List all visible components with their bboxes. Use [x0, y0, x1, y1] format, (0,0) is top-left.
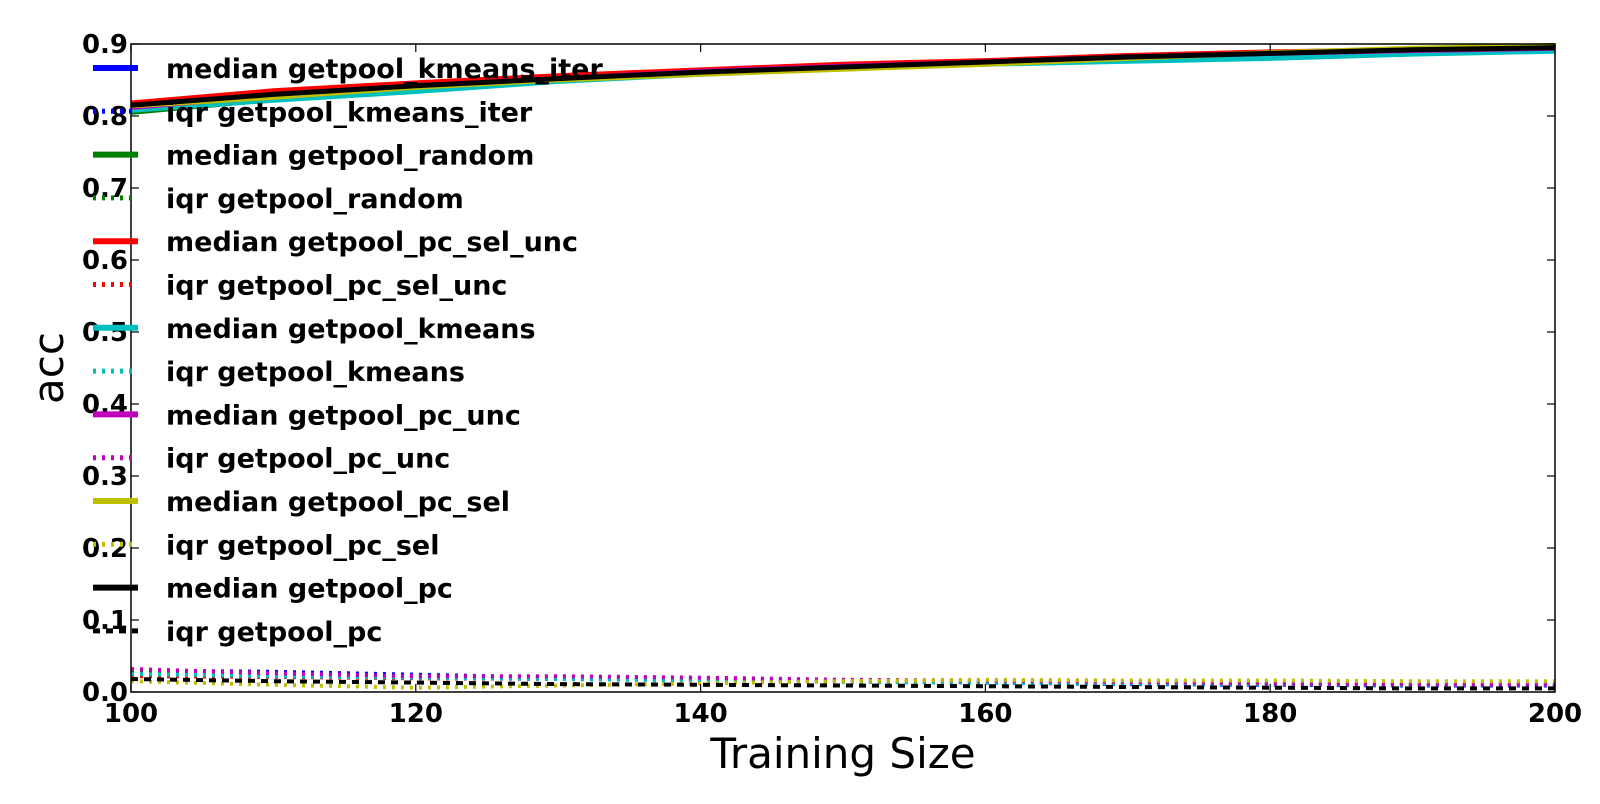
legend-item-median-getpool-kmeans-iter: median getpool_kmeans_iter	[93, 54, 603, 85]
legend-label: median getpool_pc_unc	[166, 400, 521, 431]
x-tick-label: 180	[1243, 699, 1297, 729]
legend-item-iqr-getpool-pc-unc: iqr getpool_pc_unc	[93, 444, 450, 475]
y-tick-label: 0.6	[82, 246, 128, 276]
legend-item-median-getpool-pc-unc: median getpool_pc_unc	[93, 400, 521, 431]
legend-label: median getpool_kmeans	[166, 314, 536, 345]
legend-label: iqr getpool_kmeans	[166, 357, 465, 388]
y-axis-title: acc	[24, 332, 73, 404]
legend-label: iqr getpool_pc_unc	[166, 444, 450, 475]
legend-item-median-getpool-pc: median getpool_pc	[93, 574, 453, 605]
legend-label: iqr getpool_pc	[166, 617, 382, 648]
x-tick-label: 200	[1528, 699, 1582, 729]
legend-item-iqr-getpool-pc-sel: iqr getpool_pc_sel	[93, 530, 440, 561]
legend-item-median-getpool-pc-sel-unc: median getpool_pc_sel_unc	[93, 227, 578, 258]
legend-label: iqr getpool_kmeans_iter	[166, 97, 533, 128]
plot-frame	[130, 43, 1556, 693]
legend-label: median getpool_random	[166, 141, 534, 172]
x-axis-title: Training Size	[709, 729, 975, 778]
legend-label: iqr getpool_pc_sel	[166, 530, 440, 561]
legend-label: iqr getpool_random	[166, 184, 464, 215]
series-line-iqr-getpool-pc-sel	[130, 677, 1555, 690]
legend-item-median-getpool-random: median getpool_random	[93, 141, 534, 172]
series-line-iqr-getpool-pc	[130, 677, 1555, 691]
y-tick-label: 0.5	[82, 318, 128, 348]
y-tick-label: 0.9	[82, 30, 128, 60]
legend-item-iqr-getpool-pc-sel-unc: iqr getpool_pc_sel_unc	[93, 271, 507, 302]
x-tick-label: 120	[389, 699, 443, 729]
legend-item-iqr-getpool-kmeans-iter: iqr getpool_kmeans_iter	[93, 97, 533, 128]
legend-item-median-getpool-kmeans: median getpool_kmeans	[93, 314, 536, 345]
x-tick-label: 140	[673, 699, 727, 729]
x-tick-label: 100	[104, 699, 158, 729]
y-tick-label: 0.3	[82, 462, 128, 492]
legend-label: median getpool_pc_sel	[166, 487, 510, 518]
legend-item-median-getpool-pc-sel: median getpool_pc_sel	[93, 487, 510, 518]
y-tick-label: 0.0	[82, 678, 128, 708]
x-tick-label: 160	[958, 699, 1012, 729]
legend-label: iqr getpool_pc_sel_unc	[166, 271, 507, 302]
legend-item-iqr-getpool-pc: iqr getpool_pc	[93, 617, 382, 648]
y-tick-label: 0.2	[82, 534, 128, 564]
legend-label: median getpool_kmeans_iter	[166, 54, 603, 85]
legend-item-iqr-getpool-kmeans: iqr getpool_kmeans	[93, 357, 465, 388]
y-tick-label: 0.8	[82, 102, 128, 132]
ticks-layer: 100 120 140 160 180 2000.00.10.20.30.40.50.60…	[82, 30, 1582, 729]
series-line-median-getpool-pc	[130, 45, 1556, 108]
legend-item-iqr-getpool-random: iqr getpool_random	[93, 184, 464, 215]
legend-label: median getpool_pc_sel_unc	[166, 227, 578, 258]
legend-label: median getpool_pc	[166, 574, 453, 605]
series-layer	[130, 42, 1556, 691]
